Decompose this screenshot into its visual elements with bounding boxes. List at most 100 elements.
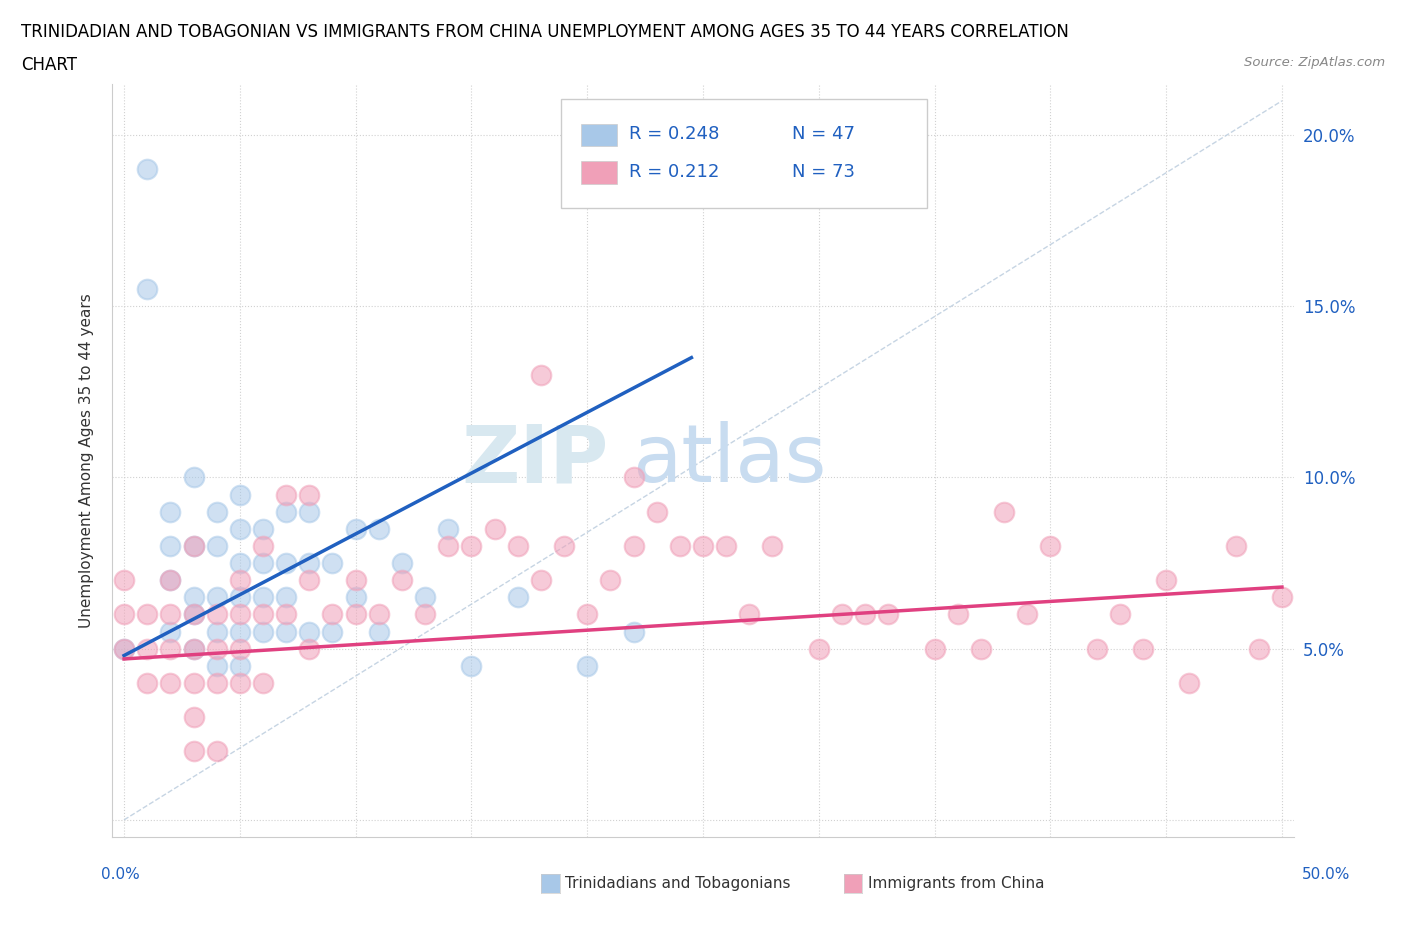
Point (553, 538, 575, 553)
Point (112, 573, 135, 588)
Point (252, 538, 274, 553)
Point (136, 607, 159, 622)
Point (205, 504, 228, 519)
Point (738, 607, 761, 622)
Point (276, 590, 298, 604)
FancyBboxPatch shape (561, 99, 928, 208)
Point (946, 607, 969, 622)
Text: 0.0%: 0.0% (101, 867, 141, 882)
Text: atlas: atlas (633, 421, 827, 499)
Point (437, 522, 460, 537)
Point (136, 162, 159, 177)
Point (183, 607, 205, 622)
Point (669, 538, 692, 553)
Point (229, 624, 252, 639)
Point (229, 573, 252, 588)
Point (460, 538, 482, 553)
Point (298, 642, 321, 657)
Point (298, 573, 321, 588)
Point (1178, 675, 1201, 690)
Point (183, 470, 205, 485)
Point (853, 607, 876, 622)
Point (1154, 573, 1177, 588)
Point (136, 642, 159, 657)
Point (183, 590, 205, 604)
Point (183, 607, 205, 622)
Point (367, 624, 389, 639)
Point (112, 642, 135, 657)
Point (159, 675, 181, 690)
Point (276, 487, 298, 502)
Point (344, 522, 367, 537)
Point (298, 487, 321, 502)
Point (252, 522, 274, 537)
Point (252, 590, 274, 604)
FancyBboxPatch shape (581, 161, 617, 184)
Point (252, 675, 274, 690)
Text: CHART: CHART (21, 56, 77, 73)
Point (159, 573, 181, 588)
Point (623, 470, 645, 485)
Point (970, 642, 993, 657)
Point (761, 538, 783, 553)
Point (205, 675, 228, 690)
Point (1271, 590, 1294, 604)
Text: ZIP: ZIP (461, 421, 609, 499)
Text: 50.0%: 50.0% (1302, 867, 1350, 882)
Point (530, 367, 553, 382)
Point (159, 538, 181, 553)
Point (159, 504, 181, 519)
Point (530, 573, 553, 588)
Point (229, 658, 252, 673)
Point (576, 607, 599, 622)
Point (183, 642, 205, 657)
Point (229, 590, 252, 604)
Point (298, 504, 321, 519)
Point (484, 522, 506, 537)
Point (599, 573, 621, 588)
Point (1225, 538, 1247, 553)
Point (205, 658, 228, 673)
Point (229, 675, 252, 690)
Text: N = 47: N = 47 (792, 126, 855, 143)
Point (645, 504, 668, 519)
Point (205, 744, 228, 759)
Point (623, 624, 645, 639)
Point (159, 573, 181, 588)
Point (276, 624, 298, 639)
Point (112, 607, 135, 622)
Point (391, 573, 413, 588)
Point (276, 555, 298, 570)
Point (321, 555, 343, 570)
Point (344, 573, 367, 588)
Point (367, 522, 389, 537)
Text: Trinidadians and Tobagonians: Trinidadians and Tobagonians (565, 876, 790, 891)
Text: N = 73: N = 73 (792, 163, 855, 180)
Point (877, 607, 900, 622)
Point (321, 607, 343, 622)
Y-axis label: Unemployment Among Ages 35 to 44 years: Unemployment Among Ages 35 to 44 years (79, 293, 94, 628)
Text: TRINIDADIAN AND TOBAGONIAN VS IMMIGRANTS FROM CHINA UNEMPLOYMENT AMONG AGES 35 T: TRINIDADIAN AND TOBAGONIAN VS IMMIGRANTS… (21, 23, 1069, 41)
Point (1132, 642, 1154, 657)
Point (205, 590, 228, 604)
Point (1017, 607, 1039, 622)
Point (506, 590, 529, 604)
Point (159, 607, 181, 622)
Point (205, 607, 228, 622)
Text: R = 0.212: R = 0.212 (628, 163, 718, 180)
Text: R = 0.248: R = 0.248 (628, 126, 718, 143)
Point (344, 590, 367, 604)
Point (159, 642, 181, 657)
Point (183, 675, 205, 690)
Point (807, 642, 830, 657)
Point (1039, 538, 1062, 553)
Point (692, 538, 714, 553)
Point (136, 675, 159, 690)
Point (576, 658, 599, 673)
Point (506, 538, 529, 553)
Point (831, 607, 853, 622)
Point (229, 642, 252, 657)
Point (276, 607, 298, 622)
Point (183, 710, 205, 724)
Point (252, 624, 274, 639)
